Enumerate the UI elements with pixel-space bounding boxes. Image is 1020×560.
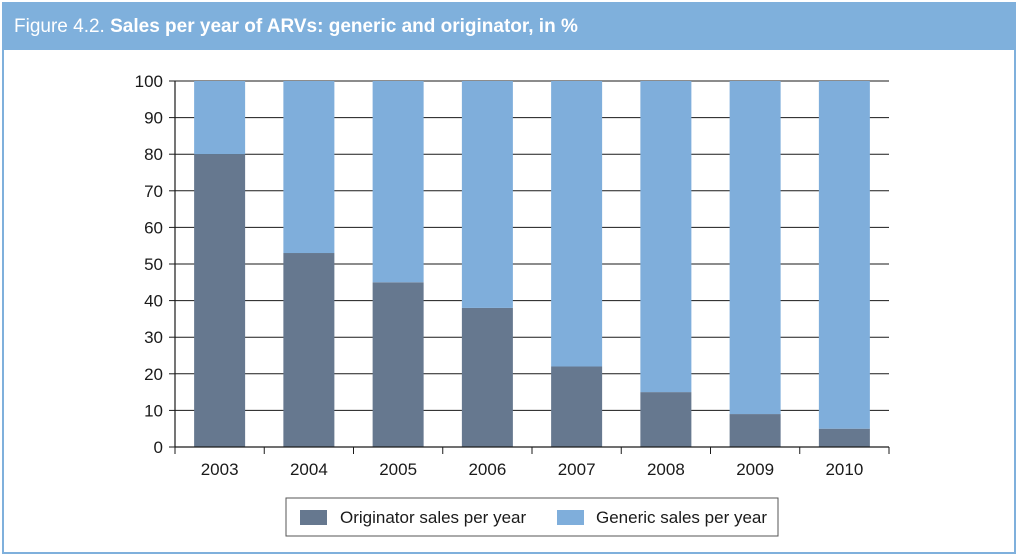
- y-tick-label: 60: [144, 218, 163, 237]
- bar-generic: [372, 81, 424, 283]
- x-tick-label: 2010: [825, 460, 863, 479]
- bar-originator: [729, 414, 781, 447]
- legend-swatch-generic: [557, 510, 584, 525]
- y-tick-label: 30: [144, 328, 163, 347]
- bar-originator: [818, 428, 870, 447]
- x-tick-label: 2003: [201, 460, 239, 479]
- gridlines: [175, 80, 889, 411]
- bar-originator: [640, 392, 692, 447]
- bar-originator: [194, 154, 246, 447]
- y-tick-label: 100: [135, 72, 163, 91]
- y-tick-label: 50: [144, 255, 163, 274]
- figure-title-bar: Figure 4.2. Sales per year of ARVs: gene…: [4, 4, 1014, 50]
- bar-originator: [372, 282, 424, 447]
- legend-label-originator: Originator sales per year: [340, 508, 526, 527]
- bar-generic: [818, 81, 870, 429]
- legend: Originator sales per year Generic sales p…: [285, 497, 779, 537]
- y-tick-label: 0: [154, 438, 163, 457]
- figure-label: Figure 4.2.: [14, 16, 105, 37]
- legend-label-generic: Generic sales per year: [596, 508, 767, 527]
- x-tick-label: 2009: [736, 460, 774, 479]
- bar-generic: [551, 81, 603, 367]
- y-tick-label: 10: [144, 401, 163, 420]
- bars: [194, 81, 870, 447]
- y-tick-label: 70: [144, 182, 163, 201]
- bar-originator: [551, 366, 603, 447]
- axes: 0 10 20 30 40 50 60 70 80 90 100 2003 2004 2005 2006 20…: [135, 72, 890, 479]
- bar-originator: [283, 253, 335, 447]
- x-tick-label: 2007: [558, 460, 596, 479]
- y-tick-label: 20: [144, 365, 163, 384]
- x-tick-label: 2008: [647, 460, 685, 479]
- x-tick-label: 2004: [290, 460, 328, 479]
- bar-originator: [461, 307, 513, 447]
- bar-generic: [194, 81, 246, 155]
- bar-generic: [461, 81, 513, 308]
- y-tick-label: 40: [144, 292, 163, 311]
- legend-swatch-originator: [300, 510, 327, 525]
- x-tick-label: 2005: [379, 460, 417, 479]
- legend-box: [285, 497, 779, 537]
- bar-generic: [640, 81, 692, 393]
- x-tick-label: 2006: [468, 460, 506, 479]
- y-tick-label: 80: [144, 145, 163, 164]
- figure-title: Sales per year of ARVs: generic and orig…: [110, 16, 578, 37]
- bar-generic: [283, 81, 335, 254]
- y-tick-label: 90: [144, 109, 163, 128]
- bar-generic: [729, 81, 781, 415]
